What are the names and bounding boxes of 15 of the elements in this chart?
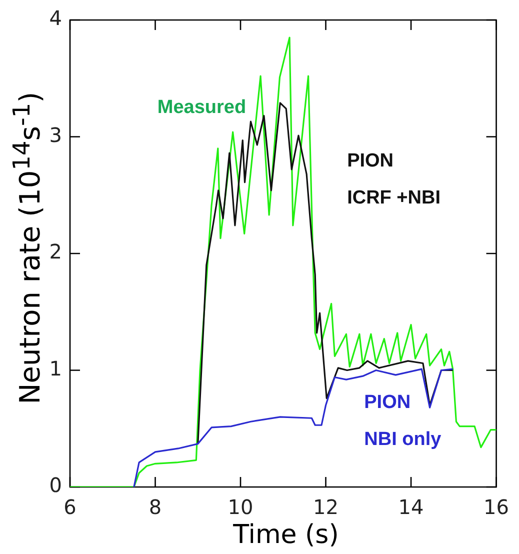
x-tick-label: 6 [64,495,76,520]
y-tick-label: 2 [49,240,62,264]
x-tick-label: 12 [313,495,338,520]
x-tick-label: 8 [148,495,162,520]
x-axis-title: Time (s) [233,520,339,550]
y-tick-label: 1 [49,356,62,380]
x-tick-label: 10 [228,495,254,520]
series-label: PION ICRF +NBI [347,150,441,208]
y-tick-label: 0 [49,473,62,498]
y-tick-label: 4 [49,6,62,30]
x-tick-label: 16 [484,495,509,520]
series-label: PION NBI only [364,392,442,450]
x-tick-label: 14 [398,495,424,520]
y-tick-label: 3 [49,122,62,147]
series-label: Measured [157,96,246,118]
